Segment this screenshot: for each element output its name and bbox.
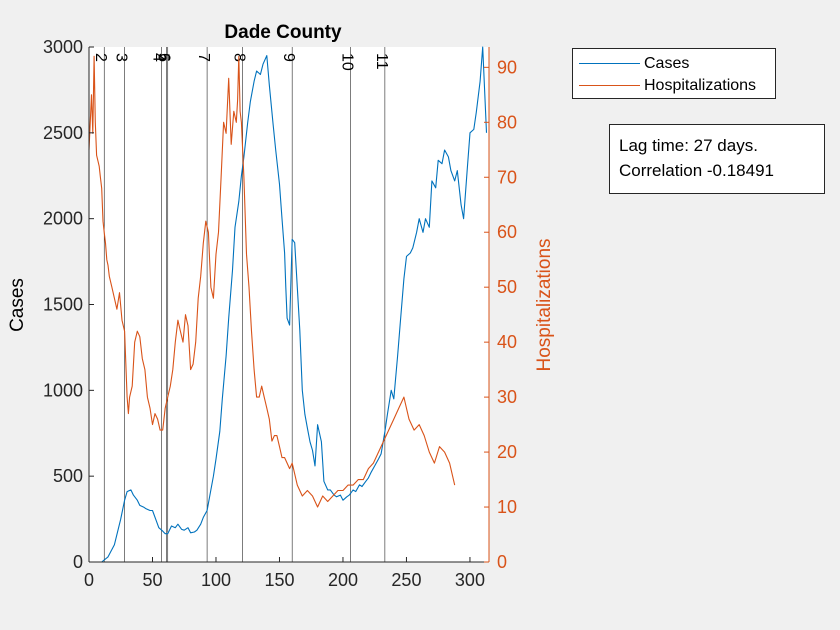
series-line-cases — [89, 46, 488, 563]
y-left-tick-label: 3000 — [43, 37, 83, 57]
event-lines: 2 3 456 7 8 9 10 11 — [92, 47, 390, 562]
y-left-tick-label: 2000 — [43, 209, 83, 229]
legend-swatch-cases — [579, 63, 640, 64]
axes-layer: 0 50 100 150 200 250 3000500100015002000250030… — [43, 37, 517, 590]
chart-title: Dade County — [224, 22, 342, 43]
legend-label-hospitalizations: Hospitalizations — [644, 77, 757, 94]
legend-item-hospitalizations: Hospitalizations — [573, 75, 775, 97]
y-right-tick-label: 20 — [497, 442, 517, 462]
y-axis-left-label: Cases — [7, 278, 28, 332]
y-right-tick-label: 90 — [497, 57, 517, 77]
event-line-label-6: 6 — [156, 53, 173, 62]
series-layer — [88, 46, 488, 563]
y-right-tick-label: 70 — [497, 167, 517, 187]
legend-item-cases: Cases — [573, 53, 775, 75]
y-left-tick-label: 2500 — [43, 123, 83, 143]
legend: Cases Hospitalizations — [572, 48, 776, 99]
x-tick-label: 0 — [84, 570, 94, 590]
y-left-tick-label: 1500 — [43, 295, 83, 315]
x-tick-label: 200 — [328, 570, 358, 590]
y-right-tick-label: 0 — [497, 552, 507, 572]
y-right-tick-label: 40 — [497, 332, 517, 352]
event-line-label-4: 4 — [149, 53, 166, 62]
x-tick-label: 150 — [264, 570, 294, 590]
x-tick-label: 250 — [391, 570, 421, 590]
y-right-tick-label: 30 — [497, 387, 517, 407]
y-axis-right-label: Hospitalizations — [534, 238, 555, 371]
event-line-label-10: 10 — [339, 53, 356, 71]
y-right-tick-label: 60 — [497, 222, 517, 242]
x-tick-label: 100 — [201, 570, 231, 590]
lag-time-text: Lag time: 27 days. — [619, 136, 758, 155]
y-left-tick-label: 1000 — [43, 380, 83, 400]
legend-swatch-hospitalizations — [579, 85, 640, 86]
y-left-tick-label: 0 — [73, 552, 83, 572]
event-line-label-9: 9 — [280, 53, 297, 62]
correlation-text: Correlation -0.18491 — [619, 161, 774, 180]
event-line-label-2: 2 — [92, 53, 109, 62]
annotation-box: Lag time: 27 days. Correlation -0.18491 — [609, 124, 825, 194]
x-tick-label: 300 — [455, 570, 485, 590]
y-right-tick-label: 80 — [497, 112, 517, 132]
event-line-label-5: 5 — [154, 53, 171, 62]
event-line-label-3: 3 — [113, 53, 130, 62]
series-line-hospitalizations — [88, 55, 456, 508]
event-line-label-7: 7 — [195, 53, 212, 62]
x-tick-label: 50 — [142, 570, 162, 590]
plot-area — [89, 47, 489, 562]
y-left-tick-label: 500 — [53, 466, 83, 486]
y-right-tick-label: 50 — [497, 277, 517, 297]
legend-label-cases: Cases — [644, 55, 690, 72]
y-right-tick-label: 10 — [497, 497, 517, 517]
event-line-label-11: 11 — [373, 53, 390, 70]
